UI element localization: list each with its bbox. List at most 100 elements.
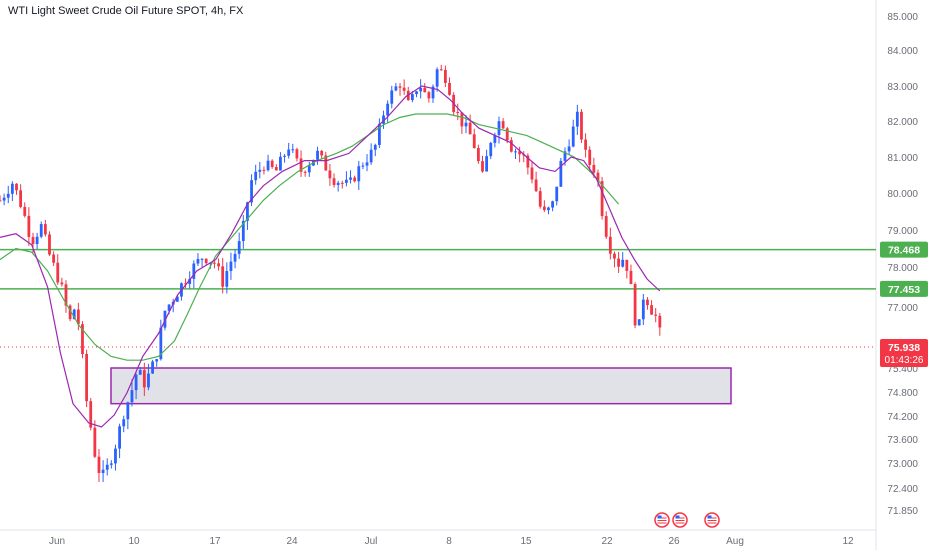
candle-body (592, 164, 596, 173)
candle-body (316, 150, 319, 160)
level-price-label: 78.468 (888, 245, 920, 257)
candle-body (56, 262, 60, 283)
candle-body (142, 370, 146, 388)
candle-body (6, 193, 10, 198)
x-tick-label: 26 (668, 536, 680, 547)
y-tick-label: 79.000 (887, 226, 918, 237)
candle-body (505, 128, 509, 141)
candle-body (31, 236, 35, 245)
candle-body (52, 254, 56, 263)
candle-body (250, 180, 253, 203)
y-tick-label: 84.000 (887, 46, 918, 57)
candle-body (580, 111, 583, 140)
candle-body (650, 305, 653, 315)
candle-body (542, 206, 546, 211)
candle-body (485, 156, 489, 172)
candle-body (114, 448, 117, 464)
candle-body (481, 161, 484, 172)
candle-body (0, 200, 2, 202)
x-tick-label: Aug (726, 536, 744, 547)
candle-body (167, 304, 171, 311)
candle-body (295, 149, 299, 159)
candle-body (538, 191, 542, 207)
candle-body (134, 374, 138, 391)
candle-body (233, 253, 237, 262)
candle-body (19, 190, 23, 207)
candle-body (604, 216, 608, 237)
x-tick-label: 17 (209, 536, 221, 547)
demand-zone-box[interactable] (110, 367, 732, 405)
y-tick-label: 78.000 (887, 263, 918, 274)
candle-body (423, 87, 427, 93)
x-tick-label: 22 (601, 536, 613, 547)
candle-body (159, 327, 163, 360)
candle-body (427, 92, 431, 99)
candle-body (526, 155, 530, 168)
candle-body (151, 361, 154, 374)
candle-body (448, 82, 451, 95)
bar-countdown-label: 01:43:26 (885, 355, 924, 366)
candle-body (10, 183, 14, 194)
candle-body (559, 160, 563, 187)
y-tick-label: 81.000 (887, 153, 918, 164)
level-price-label: 77.453 (888, 284, 920, 296)
x-tick-label: Jul (365, 536, 378, 547)
candle-body (468, 122, 472, 135)
candle-body (373, 144, 377, 150)
candle-body (64, 284, 68, 306)
candle-body (241, 220, 245, 242)
candle-body (600, 181, 604, 217)
candle-body (68, 305, 72, 320)
candle-body (89, 401, 93, 428)
y-tick-label: 85.000 (887, 12, 918, 23)
candle-body (221, 266, 225, 287)
candle-body (472, 134, 476, 148)
candle-body (213, 262, 216, 264)
flag-canton (657, 515, 662, 519)
candle-body (571, 126, 575, 147)
candle-body (237, 241, 241, 254)
candle-body (563, 151, 567, 161)
candle-body (617, 258, 620, 267)
x-tick-label: 8 (446, 536, 452, 547)
candle-body (192, 263, 196, 279)
candle-body (27, 215, 31, 237)
candle-body (497, 121, 501, 135)
y-tick-label: 73.000 (887, 459, 918, 470)
y-tick-label: 82.000 (887, 117, 918, 128)
candle-body (349, 177, 352, 180)
candle-body (279, 156, 282, 171)
candle-body (188, 278, 192, 284)
candle-body (274, 167, 278, 171)
candle-body (155, 359, 159, 362)
candle-body (435, 69, 439, 87)
candle-body (398, 86, 402, 88)
candle-body (402, 87, 406, 91)
candle-body (415, 91, 418, 95)
candle-body (262, 169, 266, 171)
x-tick-label: 24 (286, 536, 298, 547)
candle-body (217, 263, 220, 267)
candle-body (390, 90, 394, 104)
candle-body (266, 160, 270, 171)
candle-body (2, 197, 6, 201)
candle-body (608, 236, 612, 254)
candle-body (658, 315, 662, 328)
candle-body (283, 155, 286, 157)
candle-body (60, 282, 64, 285)
candle-body (534, 179, 538, 192)
candle-body (584, 139, 587, 150)
candle-body (48, 234, 51, 255)
candle-body (641, 299, 645, 320)
candle-body (299, 158, 303, 172)
candle-body (93, 427, 97, 457)
flag-canton (675, 515, 680, 519)
candle-body (270, 160, 274, 168)
candle-body (76, 309, 80, 325)
candle-body (547, 207, 550, 211)
candle-body (200, 258, 204, 260)
x-tick-label: 15 (520, 536, 532, 547)
candle-body (460, 112, 464, 127)
